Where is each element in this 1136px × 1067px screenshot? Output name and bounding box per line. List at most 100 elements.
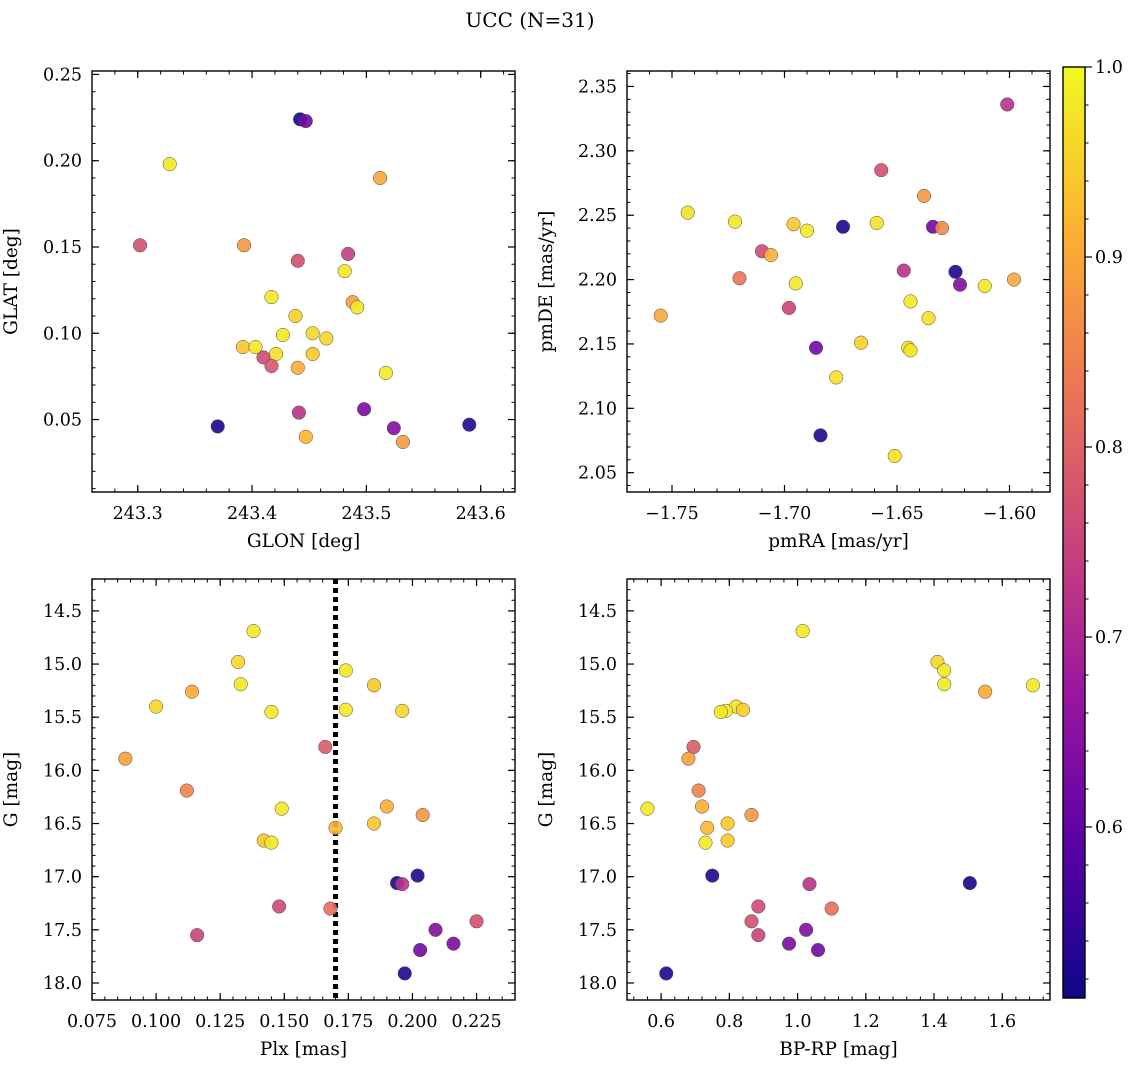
data-point [751, 899, 766, 914]
y-tick-label: 17.0 [43, 868, 82, 888]
y-tick-label: 15.5 [43, 708, 82, 728]
data-point [323, 901, 338, 916]
y-tick-label: 16.0 [578, 761, 617, 781]
data-point [640, 801, 655, 816]
data-point [269, 346, 284, 362]
data-point [298, 429, 313, 444]
data-point [952, 277, 968, 292]
data-point [318, 739, 333, 755]
data-point [962, 876, 977, 891]
data-point [264, 704, 279, 719]
data-point [916, 188, 932, 203]
data-point [237, 238, 252, 253]
data-point [937, 677, 952, 692]
y-tick-label: 15.0 [578, 655, 617, 675]
x-tick-label: −1.75 [645, 504, 699, 524]
data-point [788, 276, 803, 291]
data-point [744, 914, 759, 929]
data-point [751, 928, 766, 943]
y-tick-label: 0.10 [43, 324, 82, 344]
x-axis-label: GLON [deg] [247, 531, 360, 552]
data-point [1000, 97, 1015, 112]
colorbar-tick-label: 0.9 [1095, 248, 1123, 268]
data-point [190, 928, 205, 943]
data-point [869, 215, 884, 230]
data-point [810, 942, 826, 958]
x-tick-label: 1.6 [988, 1012, 1016, 1032]
x-tick-label: 243.4 [227, 504, 277, 524]
data-point [874, 163, 889, 178]
y-tick-label: 17.5 [578, 921, 617, 941]
x-tick-label: −1.60 [983, 504, 1037, 524]
data-point [264, 358, 279, 374]
data-point [786, 217, 801, 232]
data-point [802, 877, 817, 892]
x-axis-label: BP-RP [mag] [779, 1039, 897, 1060]
data-point [291, 405, 306, 420]
data-point [395, 703, 410, 718]
data-point [691, 783, 706, 798]
data-point [264, 289, 279, 305]
data-point [132, 238, 148, 253]
data-point [896, 263, 911, 278]
scatter-panel-4: 0.6 0.8 1.0 1.2 1.4 1.6 14.5 15.0 15.5 16.0 16.5 17… [536, 578, 1051, 1060]
data-point [720, 833, 735, 848]
data-point [118, 751, 133, 766]
data-point [428, 922, 443, 937]
data-point [290, 360, 305, 375]
data-point [386, 421, 401, 436]
y-axis-label: pmDE [mas/yr] [536, 211, 557, 353]
y-tick-label: 17.0 [578, 868, 617, 888]
data-point [680, 205, 695, 220]
data-point [462, 417, 477, 432]
data-point [799, 922, 814, 937]
data-point [978, 684, 993, 699]
data-point [373, 170, 388, 186]
data-point [319, 331, 334, 346]
data-point [934, 221, 950, 236]
x-tick-label: −1.70 [758, 504, 812, 524]
data-point [713, 704, 728, 719]
data-point [705, 868, 720, 883]
data-point [149, 699, 164, 714]
x-tick-label: 243.5 [341, 504, 391, 524]
x-axis-label: Plx [mas] [260, 1039, 347, 1060]
data-point [727, 214, 743, 229]
data-point [937, 663, 952, 678]
y-tick-label: 2.10 [578, 399, 617, 419]
data-point [410, 868, 425, 883]
x-tick-label: −1.65 [870, 504, 924, 524]
x-tick-label: 1.2 [852, 1012, 880, 1032]
data-point [446, 936, 461, 951]
colorbar-tick-label: 0.6 [1095, 818, 1123, 838]
data-point [813, 428, 828, 443]
data-point [735, 702, 751, 717]
data-point [395, 434, 411, 450]
data-point [397, 966, 412, 981]
y-tick-label: 18.0 [43, 974, 82, 994]
x-tick-label: 0.125 [195, 1012, 245, 1032]
data-point [379, 799, 394, 814]
y-tick-label: 16.5 [578, 815, 617, 835]
data-point [338, 663, 353, 678]
data-point [264, 835, 279, 850]
data-point [328, 820, 343, 835]
data-point [288, 308, 303, 324]
data-point [799, 223, 815, 238]
data-point [162, 157, 177, 172]
scatter-panel-3: 0.075 0.100 0.125 0.150 0.175 0.200 0.225 14.5 1… [1, 578, 516, 1060]
data-point [366, 816, 382, 831]
y-tick-label: 15.0 [43, 655, 82, 675]
x-tick-label: 0.075 [67, 1012, 117, 1032]
x-tick-label: 243.6 [456, 504, 506, 524]
x-tick-label: 0.6 [647, 1012, 675, 1032]
data-point [272, 899, 287, 914]
x-tick-label: 0.225 [451, 1012, 501, 1032]
y-tick-label: 2.35 [578, 77, 617, 97]
y-tick-label: 14.5 [43, 602, 82, 622]
data-point [700, 820, 715, 835]
y-axis-label: G [mag] [536, 752, 557, 828]
scatter-panel-2: −1.75 −1.70 −1.65 −1.60 2.05 2.10 2.15 2.20 2.25… [536, 70, 1051, 552]
data-point [378, 365, 393, 380]
